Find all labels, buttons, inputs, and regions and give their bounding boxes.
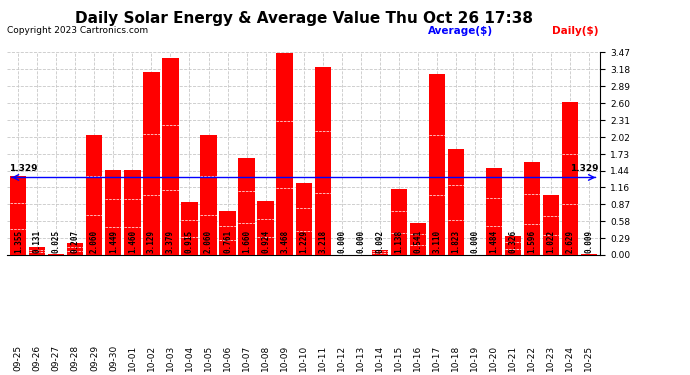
Text: 10-08: 10-08	[261, 345, 270, 371]
Text: 0.000: 0.000	[471, 230, 480, 253]
Text: 0.092: 0.092	[375, 230, 384, 253]
Text: 10-11: 10-11	[318, 345, 327, 371]
Text: 10-24: 10-24	[565, 345, 574, 371]
Text: 10-05: 10-05	[204, 345, 213, 371]
Text: 3.129: 3.129	[147, 230, 156, 253]
Text: 0.025: 0.025	[52, 230, 61, 253]
Text: 1.823: 1.823	[451, 230, 460, 253]
Text: 10-07: 10-07	[242, 345, 251, 371]
Text: 0.000: 0.000	[356, 230, 365, 253]
Text: 3.379: 3.379	[166, 230, 175, 253]
Text: 10-09: 10-09	[280, 345, 289, 371]
Text: Daily Solar Energy & Average Value Thu Oct 26 17:38: Daily Solar Energy & Average Value Thu O…	[75, 11, 533, 26]
Bar	[391, 189, 407, 255]
Text: 0.207: 0.207	[71, 230, 80, 253]
Text: 10-16: 10-16	[413, 345, 422, 371]
Text: 0.326: 0.326	[509, 230, 518, 253]
Bar	[10, 176, 26, 255]
Text: Copyright 2023 Cartronics.com: Copyright 2023 Cartronics.com	[7, 26, 148, 35]
Bar	[524, 162, 540, 255]
Bar	[257, 201, 274, 255]
Bar	[504, 236, 521, 255]
Bar	[315, 67, 331, 255]
Text: 3.110: 3.110	[432, 230, 441, 253]
Text: 10-06: 10-06	[223, 345, 232, 371]
Text: 10-01: 10-01	[128, 345, 137, 371]
Bar	[448, 148, 464, 255]
Text: 1.329: 1.329	[570, 164, 598, 173]
Text: 09-30: 09-30	[109, 345, 118, 371]
Text: 1.355: 1.355	[14, 230, 23, 253]
Bar	[486, 168, 502, 255]
Bar	[410, 224, 426, 255]
Bar	[181, 202, 197, 255]
Text: 10-12: 10-12	[337, 345, 346, 371]
Bar	[372, 250, 388, 255]
Text: Average($): Average($)	[428, 26, 493, 36]
Bar	[543, 195, 559, 255]
Text: 1.138: 1.138	[394, 230, 403, 253]
Text: 10-17: 10-17	[432, 345, 441, 371]
Text: 10-23: 10-23	[546, 345, 555, 371]
Bar	[29, 248, 46, 255]
Text: 0.915: 0.915	[185, 230, 194, 253]
Text: 10-13: 10-13	[356, 345, 365, 371]
Text: 09-26: 09-26	[33, 345, 42, 371]
Text: 0.009: 0.009	[584, 230, 593, 253]
Text: 0.000: 0.000	[337, 230, 346, 253]
Text: 2.060: 2.060	[204, 230, 213, 253]
Text: Daily($): Daily($)	[552, 26, 598, 36]
Text: 2.060: 2.060	[90, 230, 99, 253]
Bar	[86, 135, 103, 255]
Text: 10-04: 10-04	[185, 345, 194, 371]
Text: 09-25: 09-25	[14, 345, 23, 371]
Bar	[106, 171, 121, 255]
Text: 10-14: 10-14	[375, 345, 384, 371]
Text: 10-18: 10-18	[451, 345, 460, 371]
Text: 09-29: 09-29	[90, 345, 99, 371]
Text: 1.229: 1.229	[299, 230, 308, 253]
Bar	[295, 183, 312, 255]
Text: 10-21: 10-21	[509, 345, 518, 371]
Bar	[48, 254, 64, 255]
Text: 3.468: 3.468	[280, 230, 289, 253]
Text: 10-10: 10-10	[299, 345, 308, 371]
Text: 1.449: 1.449	[109, 230, 118, 253]
Bar	[124, 170, 141, 255]
Text: 0.761: 0.761	[223, 230, 232, 253]
Text: 10-22: 10-22	[527, 345, 536, 371]
Text: 0.131: 0.131	[33, 230, 42, 253]
Text: 10-19: 10-19	[471, 345, 480, 371]
Text: 1.660: 1.660	[242, 230, 251, 253]
Text: 10-20: 10-20	[489, 345, 498, 371]
Text: 2.629: 2.629	[565, 230, 574, 253]
Text: 0.541: 0.541	[413, 230, 422, 253]
Text: 0.924: 0.924	[261, 230, 270, 253]
Text: 1.329: 1.329	[9, 164, 37, 173]
Bar	[428, 74, 445, 255]
Text: 10-25: 10-25	[584, 345, 593, 371]
Text: 10-15: 10-15	[394, 345, 403, 371]
Text: 10-03: 10-03	[166, 345, 175, 371]
Text: 1.596: 1.596	[527, 230, 536, 253]
Text: 09-27: 09-27	[52, 345, 61, 371]
Text: 10-02: 10-02	[147, 345, 156, 371]
Bar	[144, 72, 159, 255]
Bar	[162, 58, 179, 255]
Text: 1.460: 1.460	[128, 230, 137, 253]
Bar	[277, 53, 293, 255]
Bar	[562, 102, 578, 255]
Bar	[68, 243, 83, 255]
Text: 09-28: 09-28	[71, 345, 80, 371]
Text: 1.484: 1.484	[489, 230, 498, 253]
Bar	[200, 135, 217, 255]
Bar	[239, 158, 255, 255]
Text: 3.218: 3.218	[318, 230, 327, 253]
Bar	[219, 211, 235, 255]
Text: 1.022: 1.022	[546, 230, 555, 253]
